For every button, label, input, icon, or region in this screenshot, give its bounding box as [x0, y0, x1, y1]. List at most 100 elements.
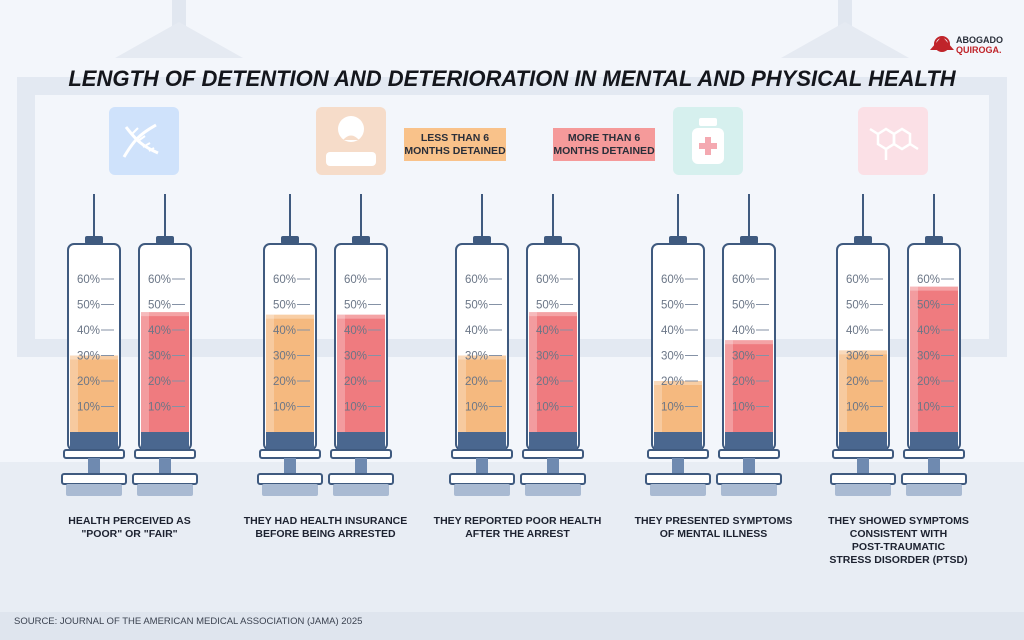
tick-label: 40% [732, 325, 755, 337]
plunger-base [906, 484, 962, 496]
bar-top-highlight [725, 340, 773, 345]
tick-label: 50% [732, 300, 755, 312]
bar-top-highlight [337, 314, 385, 319]
window-frame [17, 77, 1007, 357]
barrel-flange [832, 449, 894, 459]
plunger-head [449, 473, 515, 485]
tick-label: 60% [536, 274, 559, 286]
legend-label: MONTHS DETAINED [553, 145, 655, 157]
tick-label: 30% [846, 351, 869, 363]
plunger-head [830, 473, 896, 485]
tick-label: 30% [77, 351, 100, 363]
tick-label: 50% [846, 300, 869, 312]
category-label-line: POST-TRAUMATIC [852, 541, 946, 553]
syringe-less-1: 10% 20% 30% 40% 50% 60% [61, 194, 127, 496]
legend-label: MORE THAN 6 [568, 132, 640, 144]
tick-label: 40% [465, 325, 488, 337]
bar-top-highlight [654, 381, 702, 385]
tick-label: 10% [732, 402, 755, 414]
plunger-rod [159, 458, 171, 474]
syringe-more-3: 10% 20% 30% 40% 50% 60% [520, 194, 586, 496]
bar-shine [141, 312, 149, 432]
tick-label: 30% [465, 351, 488, 363]
bar-top-highlight [266, 314, 314, 319]
needle-hub [156, 236, 174, 244]
bar-more-3 [529, 312, 577, 432]
tick-label: 60% [344, 274, 367, 286]
tick-label: 50% [917, 300, 940, 312]
plunger-rod [857, 458, 869, 474]
bar-top-highlight [529, 312, 577, 317]
category-label-line: "POOR" OR "FAIR" [81, 528, 177, 540]
tick-label: 60% [77, 274, 100, 286]
barrel-flange [134, 449, 196, 459]
tick-label: 10% [465, 402, 488, 414]
bar-more-5 [910, 286, 958, 432]
category-label-line: BEFORE BEING ARRESTED [255, 528, 396, 540]
plunger-rod [476, 458, 488, 474]
bar-top-highlight [70, 355, 118, 360]
plunger-rod [928, 458, 940, 474]
plunger-head [257, 473, 323, 485]
bar-top-highlight [839, 350, 887, 355]
syringe-more-4: 10% 20% 30% 40% 50% 60% [716, 194, 782, 496]
tick-label: 20% [465, 376, 488, 388]
plunger-seal [910, 432, 958, 450]
tick-label: 20% [344, 376, 367, 388]
syringe-less-4: 10% 20% 30% 40% 50% 60% [645, 194, 711, 496]
syringe-more-2: 10% 20% 30% 40% 50% 60% [328, 194, 394, 496]
plunger-head [901, 473, 967, 485]
tick-label: 50% [273, 300, 296, 312]
bar-shine [70, 355, 78, 432]
tick-label: 30% [148, 351, 171, 363]
medicine-bottle-icon [673, 107, 743, 175]
syringe-less-3: 10% 20% 30% 40% 50% 60% [449, 194, 515, 496]
category-label-line: THEY SHOWED SYMPTOMS [828, 515, 969, 527]
category-label-line: CONSISTENT WITH [850, 528, 947, 540]
bar-shine [458, 355, 466, 432]
barrel-flange [718, 449, 780, 459]
plunger-head [132, 473, 198, 485]
bar-top-highlight [458, 355, 506, 360]
syringe-less-2: 10% 20% 30% 40% 50% 60% [257, 194, 323, 496]
plunger-rod [743, 458, 755, 474]
syringe-more-1: 10% 20% 30% 40% 50% 60% [132, 194, 198, 496]
tick-label: 20% [148, 376, 171, 388]
lamp-right [781, 22, 909, 58]
tick-label: 10% [661, 402, 684, 414]
plunger-base [333, 484, 389, 496]
needle-hub [544, 236, 562, 244]
lamp-stem-right [838, 0, 852, 26]
tick-label: 30% [273, 351, 296, 363]
footer-strip [0, 612, 1024, 640]
tick-label: 30% [917, 351, 940, 363]
tick-label: 60% [148, 274, 171, 286]
icon-row [109, 107, 928, 175]
plunger-seal [337, 432, 385, 450]
tick-label: 50% [77, 300, 100, 312]
category-label-1: HEALTH PERCEIVED AS"POOR" OR "FAIR" [68, 515, 191, 540]
barrel-flange [451, 449, 513, 459]
barrel-flange [330, 449, 392, 459]
category-label-line: STRESS DISORDER (PTSD) [829, 554, 967, 566]
lamp-stem-left [172, 0, 186, 26]
needle-hub [473, 236, 491, 244]
plunger-rod [355, 458, 367, 474]
bar-shine [839, 350, 847, 432]
barrel-flange [259, 449, 321, 459]
chart-title: LENGTH OF DETENTION AND DETERIORATION IN… [68, 66, 956, 91]
tick-label: 50% [536, 300, 559, 312]
tick-label: 40% [273, 325, 296, 337]
dna-icon [109, 107, 179, 175]
tick-label: 40% [536, 325, 559, 337]
bar-less-1 [70, 355, 118, 432]
barrel-flange [63, 449, 125, 459]
logo-text-line1: ABOGADO [956, 35, 1003, 45]
plunger-seal [529, 432, 577, 450]
tick-label: 20% [77, 376, 100, 388]
tick-label: 30% [344, 351, 367, 363]
tick-label: 10% [344, 402, 367, 414]
needle-hub [669, 236, 687, 244]
